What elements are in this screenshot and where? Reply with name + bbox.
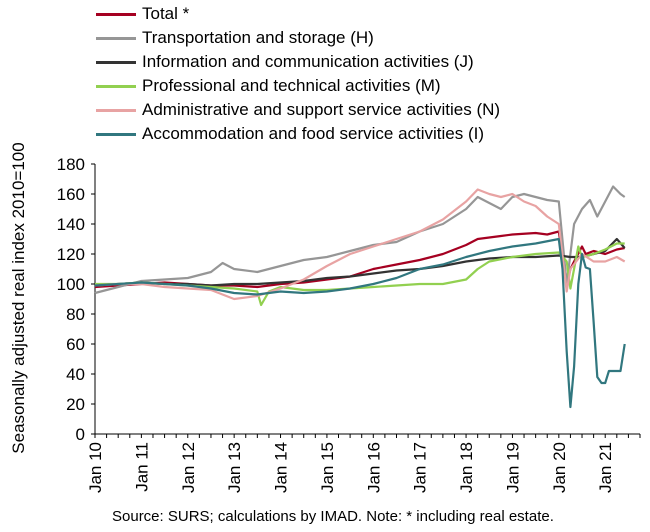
x-tick-label: Jan 17 xyxy=(411,442,430,493)
legend-swatch xyxy=(96,108,136,112)
legend-item: Administrative and support service activ… xyxy=(96,98,500,122)
y-tick-label: 140 xyxy=(57,215,85,234)
x-tick-label: Jan 14 xyxy=(272,442,291,493)
y-tick-label: 120 xyxy=(57,245,85,264)
legend-label: Professional and technical activities (M… xyxy=(142,76,441,95)
y-tick-label: 60 xyxy=(66,335,85,354)
chart-series xyxy=(94,185,626,409)
legend-swatch xyxy=(96,36,136,40)
y-tick-label: 100 xyxy=(57,275,85,294)
legend-swatch xyxy=(96,60,136,64)
legend-label: Transportation and storage (H) xyxy=(142,28,374,47)
x-tick-label: Jan 18 xyxy=(457,442,476,493)
legend-label: Total * xyxy=(142,4,190,23)
x-tick-label: Jan 11 xyxy=(132,442,151,492)
series-line xyxy=(95,242,625,307)
y-tick-label: 0 xyxy=(76,425,85,444)
legend-label: Administrative and support service activ… xyxy=(142,100,501,119)
y-tick-label: 160 xyxy=(57,185,85,204)
y-tick-label: 180 xyxy=(57,155,85,174)
series-line xyxy=(94,188,626,301)
series-line xyxy=(94,185,626,295)
y-tick-label: 80 xyxy=(66,305,85,324)
y-axis-label: Seasonally adjusted real index 2010=100 xyxy=(9,142,28,453)
x-tick-label: Jan 20 xyxy=(550,442,569,493)
y-tick-label: 40 xyxy=(66,365,85,384)
chart-axes: 0 20 40 60 80 100 120 140 160 180 Jan 10 Jan 11 Jan … xyxy=(57,155,641,493)
x-tick-label: Jan 16 xyxy=(364,442,383,493)
legend-label: Accommodation and food service activitie… xyxy=(142,124,485,143)
x-tick-label: Jan 13 xyxy=(225,442,244,493)
series-line xyxy=(94,237,626,287)
x-tick-label: Jan 15 xyxy=(318,442,337,493)
source-note: Source: SURS; calculations by IMAD. Note… xyxy=(112,508,554,525)
legend-swatch xyxy=(96,84,136,88)
x-tick-label: Jan 21 xyxy=(596,442,615,493)
legend-item: Transportation and storage (H) xyxy=(96,26,500,50)
x-tick-label: Jan 10 xyxy=(86,442,105,493)
legend-item: Total * xyxy=(96,2,500,26)
legend-item: Professional and technical activities (M… xyxy=(96,74,500,98)
legend-swatch xyxy=(96,132,136,136)
x-tick-label: Jan 12 xyxy=(179,442,198,493)
chart-legend: Total * Transportation and storage (H) Inf… xyxy=(96,2,500,146)
x-tick-label: Jan 19 xyxy=(503,442,522,493)
legend-label: Information and communication activities… xyxy=(142,52,474,71)
legend-swatch xyxy=(96,12,136,16)
legend-item: Information and communication activities… xyxy=(96,50,500,74)
legend-item: Accommodation and food service activitie… xyxy=(96,122,500,146)
series-line xyxy=(94,237,626,409)
y-tick-label: 20 xyxy=(66,395,85,414)
